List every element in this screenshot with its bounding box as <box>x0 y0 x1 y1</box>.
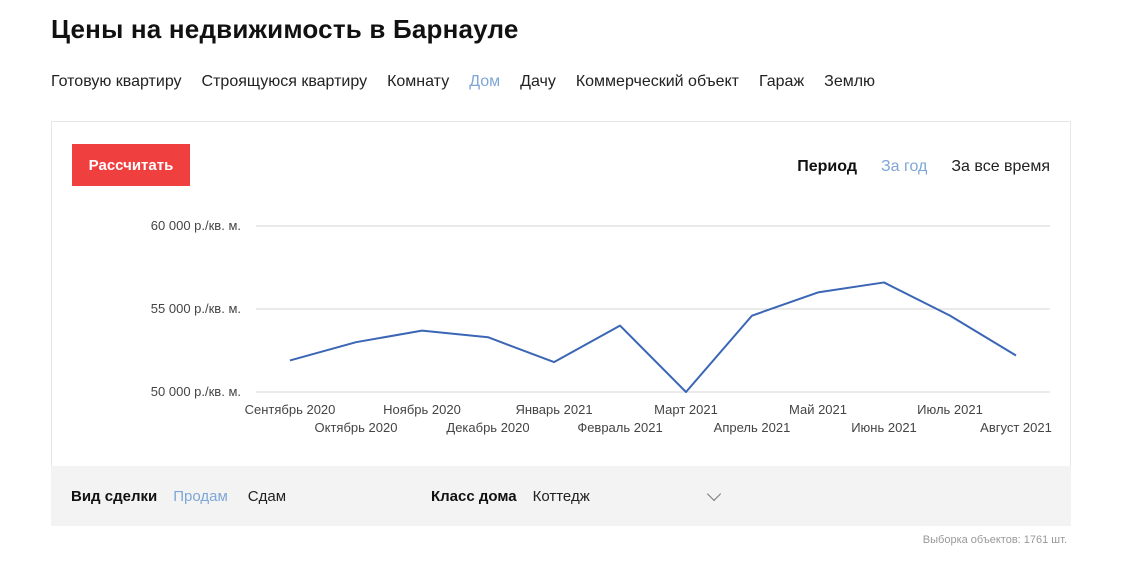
y-tick-label-1: 55 000 р./кв. м. <box>151 301 241 316</box>
x-tick-label-1: Октябрь 2020 <box>315 420 398 435</box>
x-tick-label-3: Декабрь 2020 <box>446 420 529 435</box>
tab-3[interactable]: Дом <box>469 73 501 90</box>
deal-type-label: Вид сделки <box>71 487 158 505</box>
house-class-value: Коттедж <box>532 487 590 505</box>
x-tick-label-10: Июль 2021 <box>917 402 983 417</box>
x-tick-label-7: Апрель 2021 <box>714 420 791 435</box>
tab-4[interactable]: Дачу <box>520 73 556 90</box>
y-tick-label-2: 60 000 р./кв. м. <box>151 218 241 233</box>
property-type-tabs: Готовую квартиру Строящуюся квартиру Комна… <box>51 73 875 91</box>
tab-0[interactable]: Готовую квартиру <box>51 73 182 90</box>
calculate-button[interactable]: Рассчитать <box>72 144 190 186</box>
x-tick-label-2: Ноябрь 2020 <box>383 402 461 417</box>
house-class-label: Класс дома <box>431 487 517 505</box>
deal-option-0[interactable]: Продам <box>173 487 228 505</box>
tab-2[interactable]: Комнату <box>387 73 450 90</box>
period-option-0[interactable]: За год <box>880 158 928 175</box>
x-tick-label-9: Июнь 2021 <box>851 420 917 435</box>
x-tick-label-6: Март 2021 <box>654 402 718 417</box>
deal-option-1[interactable]: Сдам <box>247 487 287 505</box>
period-label: Период <box>797 158 857 175</box>
chart-panel: Рассчитать Период За год За все время <box>51 121 1071 466</box>
tab-1[interactable]: Строящуюся квартиру <box>201 73 368 90</box>
period-selector: Период За год За все время <box>797 158 1050 176</box>
tab-6[interactable]: Гараж <box>758 73 805 90</box>
page-title: Цены на недвижимость в Барнауле <box>51 14 519 44</box>
deal-type-filter: Вид сделки Продам Сдам <box>71 488 286 505</box>
tab-5[interactable]: Коммерческий объект <box>575 73 739 90</box>
x-tick-label-0: Сентябрь 2020 <box>245 402 336 417</box>
chevron-down-icon <box>706 486 721 501</box>
house-class-select[interactable]: Коттедж <box>532 486 721 505</box>
house-class-filter: Класс дома Коттедж <box>431 486 721 505</box>
series-line-0 <box>289 281 1017 393</box>
y-tick-label-0: 50 000 р./кв. м. <box>151 384 241 399</box>
period-option-1[interactable]: За все время <box>951 158 1050 175</box>
x-tick-label-4: Январь 2021 <box>515 402 592 417</box>
filters-bar: Вид сделки Продам Сдам Класс дома Коттедж <box>51 466 1071 526</box>
x-tick-label-5: Февраль 2021 <box>577 420 662 435</box>
sample-count: Выборка объектов: 1761 шт. <box>922 534 1067 546</box>
x-tick-label-11: Август 2021 <box>980 420 1052 435</box>
x-tick-label-8: Май 2021 <box>789 402 847 417</box>
tab-7[interactable]: Землю <box>824 73 876 90</box>
